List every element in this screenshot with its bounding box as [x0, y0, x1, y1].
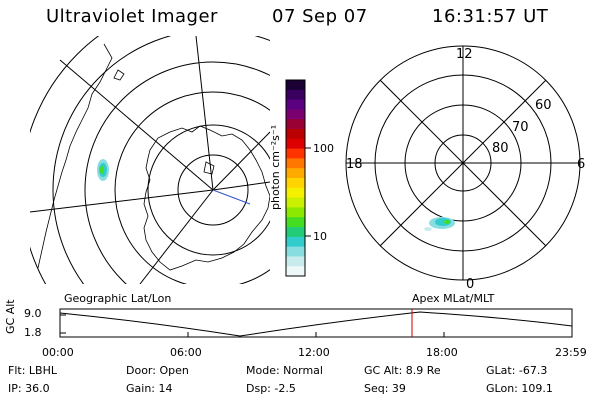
ip-info: IP: 36.0	[8, 382, 50, 395]
instrument-title: Ultraviolet Imager	[46, 6, 218, 27]
timeline-y-tick: 9.0	[24, 307, 42, 320]
polar-label-bottom: 0	[466, 277, 474, 292]
sun-direction-line	[212, 189, 251, 205]
colorbar-segment	[286, 227, 305, 238]
colorbar-tick-label: 10	[313, 230, 327, 243]
colorbar-segment	[286, 99, 305, 110]
lon-line	[212, 181, 270, 191]
colorbar-segment	[286, 109, 305, 120]
lat-ring	[84, 61, 270, 284]
coastline	[113, 69, 125, 81]
polar-axis	[379, 79, 547, 247]
timeline-x-tick: 12:00	[298, 346, 330, 359]
seq-info: Seq: 39	[364, 382, 406, 395]
colorbar-segment	[286, 89, 305, 101]
colorbar-segment	[286, 207, 305, 218]
timeline-right-label: Apex MLat/MLT	[412, 292, 495, 305]
door-info: Door: Open	[126, 364, 189, 377]
coastline	[203, 161, 215, 175]
lat-ring	[114, 91, 270, 284]
coastline	[37, 43, 113, 269]
colorbar-segment	[286, 266, 305, 277]
timeline-panel	[59, 308, 573, 338]
timeline-y-tick: 1.8	[24, 326, 42, 339]
lon-line	[59, 59, 214, 191]
polar-ring-label-70: 70	[512, 120, 529, 135]
polar-label-right: 6	[577, 157, 585, 172]
coastline	[143, 125, 270, 271]
glat-info: GLat: -67.3	[486, 364, 548, 377]
colorbar-unit-label: photon cm⁻²s⁻¹	[269, 125, 282, 210]
timeline-left-label: Geographic Lat/Lon	[64, 292, 172, 305]
colorbar-segment	[286, 158, 305, 169]
colorbar	[285, 79, 306, 277]
lon-line	[139, 189, 214, 284]
colorbar-segment	[286, 168, 305, 179]
colorbar-segment	[286, 256, 305, 267]
lon-line	[212, 131, 270, 191]
timeline-y-title: GC Alt	[4, 299, 17, 334]
lon-line	[195, 36, 214, 191]
timeline-x-tick: 23:59	[555, 346, 587, 359]
polar-ring-label-80: 80	[492, 141, 509, 156]
gc-alt-info: GC Alt: 8.9 Re	[364, 364, 441, 377]
aurora-spot-right	[424, 217, 455, 231]
date-label: 07 Sep 07	[272, 6, 368, 27]
timeline-x-tick: 06:00	[170, 346, 202, 359]
colorbar-segment	[286, 197, 305, 208]
polar-label-left: 18	[346, 157, 363, 172]
colorbar-segment	[286, 119, 305, 130]
time-label: 16:31:57 UT	[432, 6, 549, 27]
lon-line	[30, 189, 214, 213]
lat-ring	[30, 36, 100, 284]
colorbar-segment	[286, 236, 305, 248]
dsp-info: Dsp: -2.5	[246, 382, 296, 395]
lat-ring	[177, 154, 249, 226]
colorbar-segment	[286, 148, 305, 159]
glon-info: GLon: 109.1	[486, 382, 553, 395]
mode-info: Mode: Normal	[246, 364, 323, 377]
filter-info: Flt: LBHL	[8, 364, 57, 377]
colorbar-segment	[286, 129, 305, 140]
colorbar-segment	[286, 138, 305, 150]
lat-ring	[147, 124, 270, 256]
timeline-x-tick: 00:00	[42, 346, 74, 359]
colorbar-segment	[286, 217, 305, 228]
polar-plot	[345, 45, 581, 281]
colorbar-tick-label: 100	[313, 142, 334, 155]
polar-ring-label-60: 60	[535, 98, 552, 113]
colorbar-frame	[285, 79, 306, 277]
colorbar-segment	[286, 246, 305, 257]
colorbar-segment	[286, 178, 305, 189]
gain-info: Gain: 14	[126, 382, 173, 395]
aurora-spot-left	[97, 159, 109, 181]
polar-label-top: 12	[456, 47, 473, 62]
altitude-curve	[59, 311, 573, 337]
colorbar-segment	[286, 187, 305, 199]
lat-ring	[52, 36, 270, 284]
timeline-x-tick: 18:00	[426, 346, 458, 359]
colorbar-segment	[286, 80, 305, 91]
geographic-map	[30, 36, 270, 284]
